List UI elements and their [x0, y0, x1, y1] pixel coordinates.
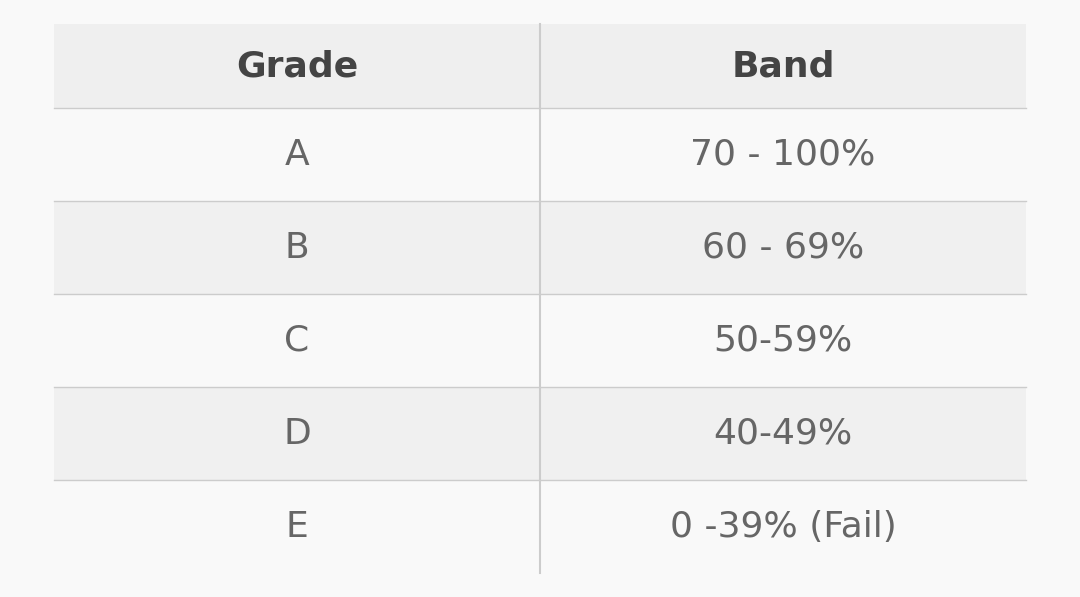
Text: B: B [285, 231, 309, 265]
Bar [54, 109, 1026, 201]
Bar [54, 201, 1026, 294]
Text: Grade: Grade [235, 49, 359, 83]
Bar [54, 480, 1026, 573]
Text: 0 -39% (Fail): 0 -39% (Fail) [670, 510, 896, 544]
Text: 50-59%: 50-59% [714, 324, 852, 358]
Bar [54, 294, 1026, 387]
Text: 60 - 69%: 60 - 69% [702, 231, 864, 265]
Bar [54, 387, 1026, 480]
Text: C: C [284, 324, 310, 358]
Text: E: E [285, 510, 309, 544]
Text: D: D [283, 417, 311, 451]
Text: 70 - 100%: 70 - 100% [690, 138, 876, 172]
Text: A: A [285, 138, 309, 172]
Text: Band: Band [731, 49, 835, 83]
Text: 40-49%: 40-49% [714, 417, 852, 451]
Bar [54, 24, 1026, 109]
